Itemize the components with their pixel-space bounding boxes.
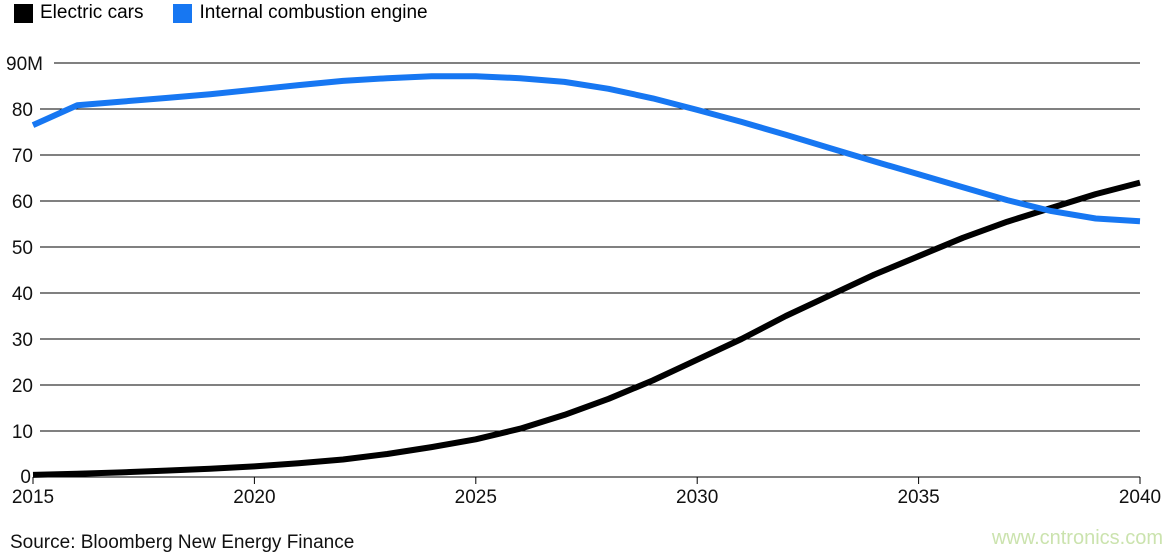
y-tick-label: 50 <box>12 238 33 259</box>
y-tick-label: 80 <box>12 100 33 121</box>
electric-cars-line <box>32 179 1141 478</box>
x-tick-label: 2015 <box>12 487 54 508</box>
x-tick-label: 2040 <box>1119 487 1161 508</box>
x-tick-label: 2020 <box>233 487 275 508</box>
y-tick-label: 20 <box>12 376 33 397</box>
ice-swatch <box>173 3 193 23</box>
y-tick-label: 70 <box>12 146 33 167</box>
y-tick-label: 90M <box>6 54 43 75</box>
y-tick-label: 40 <box>12 284 33 305</box>
y-tick-label: 60 <box>12 192 33 213</box>
x-tick-label: 2025 <box>455 487 497 508</box>
legend-item-electric-cars: Electric cars <box>14 2 143 24</box>
legend-label-ice: Internal combustion engine <box>199 2 428 23</box>
x-tick-label: 2035 <box>897 487 939 508</box>
source-caption: Source: Bloomberg New Energy Finance <box>10 532 355 553</box>
y-tick-label: 30 <box>12 330 33 351</box>
ice-line <box>31 73 1141 225</box>
electric-cars-swatch <box>14 3 33 23</box>
watermark: www.cntronics.com <box>991 527 1163 549</box>
y-tick-label: 10 <box>12 422 33 443</box>
x-tick-label: 2030 <box>676 487 718 508</box>
legend-item-ice: Internal combustion engine <box>173 2 428 24</box>
legend: Electric cars Internal combustion engine <box>14 2 428 24</box>
y-tick-label: 0 <box>20 467 31 488</box>
legend-label-electric-cars: Electric cars <box>40 2 144 23</box>
